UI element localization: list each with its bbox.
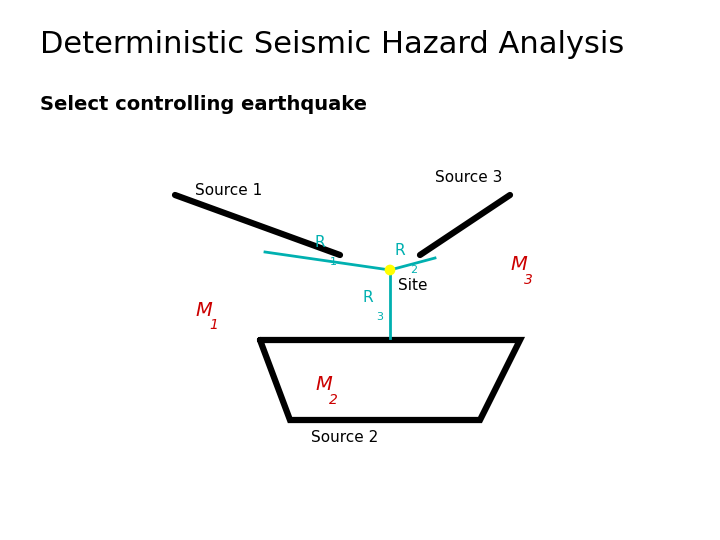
Text: Site: Site bbox=[398, 278, 428, 293]
Text: M: M bbox=[510, 255, 527, 274]
Text: Source 3: Source 3 bbox=[435, 170, 503, 185]
Text: 1: 1 bbox=[209, 318, 218, 332]
Text: Source 2: Source 2 bbox=[311, 430, 379, 445]
Text: M: M bbox=[195, 300, 212, 320]
Text: Deterministic Seismic Hazard Analysis: Deterministic Seismic Hazard Analysis bbox=[40, 30, 624, 59]
Text: Source 1: Source 1 bbox=[195, 183, 262, 198]
Point bbox=[384, 266, 396, 274]
Text: R: R bbox=[363, 290, 374, 305]
Text: 2: 2 bbox=[410, 265, 417, 275]
Text: 2: 2 bbox=[329, 393, 338, 407]
Text: 3: 3 bbox=[524, 273, 533, 287]
Text: Select controlling earthquake: Select controlling earthquake bbox=[40, 95, 367, 114]
Text: 3: 3 bbox=[376, 312, 383, 322]
Text: R: R bbox=[315, 235, 325, 250]
Text: 1: 1 bbox=[330, 257, 337, 267]
Text: R: R bbox=[395, 243, 405, 258]
Text: M: M bbox=[315, 375, 332, 395]
